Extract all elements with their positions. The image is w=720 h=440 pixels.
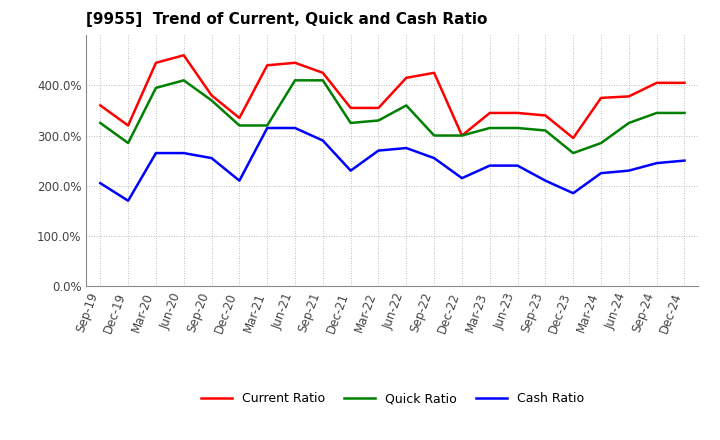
Quick Ratio [152, 85, 161, 91]
Legend: Current Ratio, Quick Ratio, Cash Ratio: Current Ratio, Quick Ratio, Cash Ratio [196, 387, 589, 410]
Current Ratio [318, 70, 327, 75]
Cash Ratio [430, 155, 438, 161]
Current Ratio [207, 93, 216, 98]
Cash Ratio [624, 168, 633, 173]
Current Ratio [291, 60, 300, 66]
Quick Ratio [179, 78, 188, 83]
Cash Ratio [152, 150, 161, 156]
Quick Ratio [541, 128, 550, 133]
Cash Ratio [680, 158, 689, 163]
Text: [9955]  Trend of Current, Quick and Cash Ratio: [9955] Trend of Current, Quick and Cash … [86, 12, 487, 27]
Current Ratio [513, 110, 522, 116]
Quick Ratio [374, 118, 383, 123]
Quick Ratio [458, 133, 467, 138]
Current Ratio [597, 95, 606, 100]
Quick Ratio [513, 125, 522, 131]
Line: Cash Ratio: Cash Ratio [100, 128, 685, 201]
Quick Ratio [402, 103, 410, 108]
Cash Ratio [513, 163, 522, 168]
Current Ratio [680, 80, 689, 85]
Current Ratio [402, 75, 410, 81]
Quick Ratio [624, 120, 633, 125]
Quick Ratio [680, 110, 689, 116]
Current Ratio [346, 105, 355, 110]
Cash Ratio [541, 178, 550, 183]
Quick Ratio [207, 98, 216, 103]
Current Ratio [652, 80, 661, 85]
Current Ratio [179, 53, 188, 58]
Quick Ratio [346, 120, 355, 125]
Cash Ratio [291, 125, 300, 131]
Current Ratio [96, 103, 104, 108]
Current Ratio [624, 94, 633, 99]
Cash Ratio [458, 176, 467, 181]
Current Ratio [263, 62, 271, 68]
Current Ratio [541, 113, 550, 118]
Current Ratio [235, 115, 243, 121]
Cash Ratio [402, 145, 410, 150]
Cash Ratio [96, 180, 104, 186]
Cash Ratio [652, 161, 661, 166]
Current Ratio [458, 133, 467, 138]
Quick Ratio [318, 78, 327, 83]
Cash Ratio [263, 125, 271, 131]
Current Ratio [152, 60, 161, 66]
Cash Ratio [124, 198, 132, 203]
Current Ratio [374, 105, 383, 110]
Current Ratio [430, 70, 438, 75]
Quick Ratio [485, 125, 494, 131]
Cash Ratio [569, 191, 577, 196]
Cash Ratio [207, 155, 216, 161]
Quick Ratio [569, 150, 577, 156]
Cash Ratio [318, 138, 327, 143]
Quick Ratio [597, 140, 606, 146]
Cash Ratio [235, 178, 243, 183]
Line: Current Ratio: Current Ratio [100, 55, 685, 138]
Cash Ratio [179, 150, 188, 156]
Quick Ratio [430, 133, 438, 138]
Quick Ratio [235, 123, 243, 128]
Line: Quick Ratio: Quick Ratio [100, 81, 685, 153]
Quick Ratio [96, 120, 104, 125]
Quick Ratio [291, 78, 300, 83]
Quick Ratio [263, 123, 271, 128]
Cash Ratio [346, 168, 355, 173]
Quick Ratio [652, 110, 661, 116]
Cash Ratio [485, 163, 494, 168]
Quick Ratio [124, 140, 132, 146]
Current Ratio [485, 110, 494, 116]
Current Ratio [124, 123, 132, 128]
Cash Ratio [374, 148, 383, 153]
Cash Ratio [597, 170, 606, 176]
Current Ratio [569, 136, 577, 141]
